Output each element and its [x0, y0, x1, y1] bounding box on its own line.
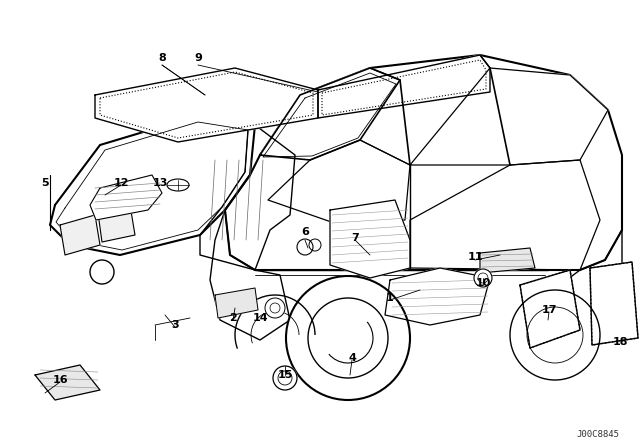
Polygon shape	[210, 210, 290, 340]
Ellipse shape	[167, 179, 189, 191]
Text: 16: 16	[52, 375, 68, 385]
Polygon shape	[318, 55, 490, 118]
Polygon shape	[268, 140, 410, 225]
Polygon shape	[90, 175, 162, 220]
Circle shape	[265, 298, 285, 318]
Text: 6: 6	[301, 227, 309, 237]
Polygon shape	[35, 365, 100, 400]
Text: 8: 8	[158, 53, 166, 63]
Circle shape	[278, 371, 292, 385]
Circle shape	[273, 366, 297, 390]
Polygon shape	[480, 248, 535, 273]
Polygon shape	[520, 270, 580, 348]
Text: 18: 18	[612, 337, 628, 347]
Polygon shape	[98, 205, 135, 242]
Polygon shape	[330, 200, 410, 278]
Circle shape	[309, 239, 321, 251]
Text: 13: 13	[152, 178, 168, 188]
Text: 10: 10	[476, 278, 491, 288]
Text: 5: 5	[41, 178, 49, 188]
Circle shape	[90, 260, 114, 284]
Polygon shape	[215, 288, 258, 318]
Polygon shape	[60, 215, 100, 255]
Circle shape	[308, 298, 388, 378]
Polygon shape	[545, 230, 622, 345]
Polygon shape	[50, 115, 255, 255]
Polygon shape	[95, 68, 318, 142]
Text: 4: 4	[348, 353, 356, 363]
Circle shape	[474, 269, 492, 287]
Text: 11: 11	[467, 252, 483, 262]
Polygon shape	[225, 55, 622, 270]
Text: 2: 2	[229, 313, 237, 323]
Polygon shape	[260, 68, 400, 160]
Text: 14: 14	[252, 313, 268, 323]
Text: J00C8845: J00C8845	[577, 430, 620, 439]
Text: 7: 7	[351, 233, 359, 243]
Circle shape	[478, 273, 488, 283]
Text: 1: 1	[386, 293, 394, 303]
Circle shape	[270, 303, 280, 313]
Circle shape	[510, 290, 600, 380]
Polygon shape	[385, 268, 490, 325]
Circle shape	[286, 276, 410, 400]
Circle shape	[527, 307, 583, 363]
Polygon shape	[590, 262, 638, 345]
Circle shape	[297, 239, 313, 255]
Text: 15: 15	[277, 370, 292, 380]
Text: 17: 17	[541, 305, 557, 315]
Text: 9: 9	[194, 53, 202, 63]
Text: 12: 12	[113, 178, 129, 188]
Polygon shape	[410, 68, 608, 165]
Polygon shape	[200, 115, 295, 270]
Text: 3: 3	[171, 320, 179, 330]
